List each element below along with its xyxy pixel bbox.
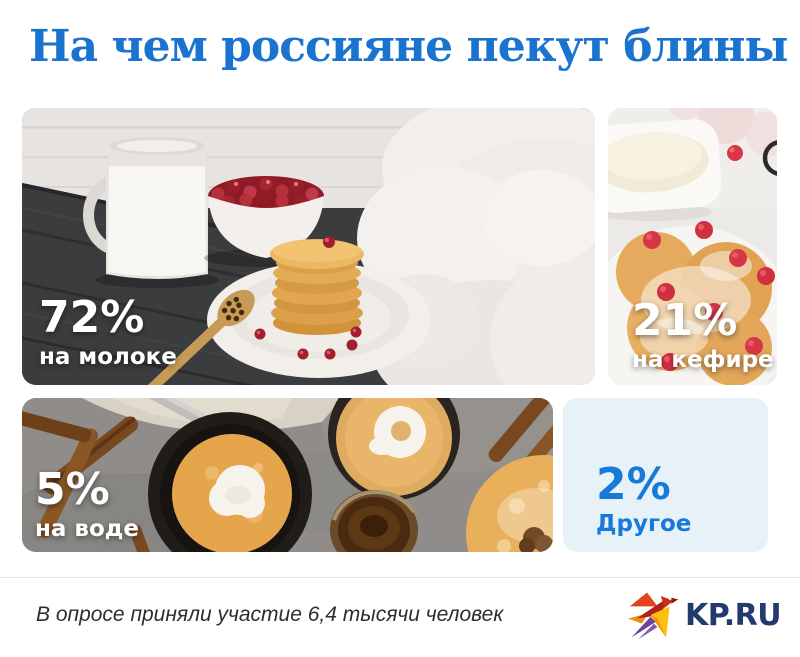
jar-lid-ring [762,140,777,176]
kp-logo: KP.RU [628,589,782,641]
raspberry-single [727,145,743,161]
stat-label-kefir: на кефире [632,347,774,373]
stat-value-other: 2% [596,459,671,510]
footer: В опросе приняли участие 6,4 тысячи чело… [0,577,800,657]
raspberries [643,221,775,371]
kefir-bowl [608,119,722,221]
stat-label-water: на воде [35,516,139,542]
berry-bowl [204,176,328,267]
milk-jug [83,137,219,288]
page-title: На чем россияне пекут блины [29,21,789,72]
stat-label-other: Другое [596,511,692,537]
pancakes-water-photo [22,398,553,552]
chocolate-jar [330,490,418,552]
second-pancake [328,398,460,500]
stat-card-kefir: 21% на кефире [608,108,777,385]
white-cloth [357,108,595,385]
stat-card-water: 5% на воде [22,398,553,552]
honey-dipper [148,289,255,385]
pancakes-kefir-photo [608,108,777,385]
kp-logo-text: KP.RU [685,597,782,633]
stat-value-kefir: 21% [632,295,738,346]
pancakes-milk-photo [22,108,595,385]
plate-with-pancakes [608,226,777,385]
stat-card-milk: 72% на молоке [22,108,595,385]
plate-with-pancakes [207,236,431,378]
stat-label-milk: на молоке [39,344,177,370]
pancake-with-walnut [466,455,553,552]
stat-card-other: 2% Другое [563,398,768,552]
survey-note: В опросе приняли участие 6,4 тысячи чело… [36,603,504,626]
stat-value-milk: 72% [39,292,145,343]
scattered-berries [254,326,362,360]
swallow-bird-icon [628,592,679,640]
stat-value-water: 5% [35,464,110,515]
pan-with-pancake [148,412,312,552]
